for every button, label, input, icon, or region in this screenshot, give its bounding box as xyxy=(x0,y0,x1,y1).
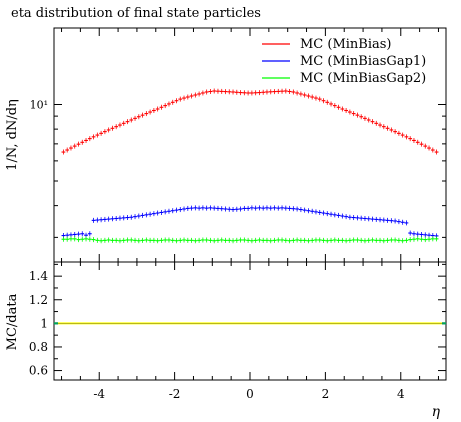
main-y-tick-label: 10¹ xyxy=(30,98,48,111)
legend-label-minbiasgap2: MC (MinBiasGap2) xyxy=(300,71,426,86)
main-y-tick-labels: 10¹ xyxy=(30,98,48,111)
x-tick-label: -2 xyxy=(169,387,181,401)
ratio-y-tick-label: 0.8 xyxy=(29,340,48,354)
main-axis-ticks xyxy=(54,27,446,262)
ratio-y-tick-label: 1.4 xyxy=(29,269,48,283)
ratio-plot-frame xyxy=(53,261,447,381)
x-axis-label: η xyxy=(432,404,441,420)
ratio-y-axis-label: MC/data xyxy=(5,293,20,350)
chart-title: eta distribution of final state particle… xyxy=(11,6,261,21)
legend-label-minbiasgap1: MC (MinBiasGap1) xyxy=(300,54,426,69)
series-layer xyxy=(61,88,439,244)
legend: MC (MinBias) MC (MinBiasGap1) MC (MinBia… xyxy=(262,37,426,86)
ratio-y-tick-label: 0.6 xyxy=(29,364,48,378)
series-minbiasgap1 xyxy=(61,205,439,239)
x-tick-label: 4 xyxy=(397,387,405,401)
series-minbias xyxy=(61,88,439,155)
x-tick-label: 0 xyxy=(246,387,254,401)
ratio-y-tick-labels: 0.6 0.8 1 1.2 1.4 xyxy=(29,269,48,377)
ratio-y-tick-label: 1 xyxy=(40,316,48,330)
ratio-y-tick-label: 1.2 xyxy=(29,293,48,307)
x-tick-label: 2 xyxy=(322,387,330,401)
legend-label-minbias: MC (MinBias) xyxy=(300,37,392,52)
series-minbiasgap2 xyxy=(61,236,439,244)
x-tick-label: -4 xyxy=(93,387,105,401)
y-axis-label: 1/N, dN/dη xyxy=(5,99,20,171)
x-tick-labels: -4 -2 0 2 4 xyxy=(93,387,405,401)
ratio-axis-ticks xyxy=(54,262,446,380)
